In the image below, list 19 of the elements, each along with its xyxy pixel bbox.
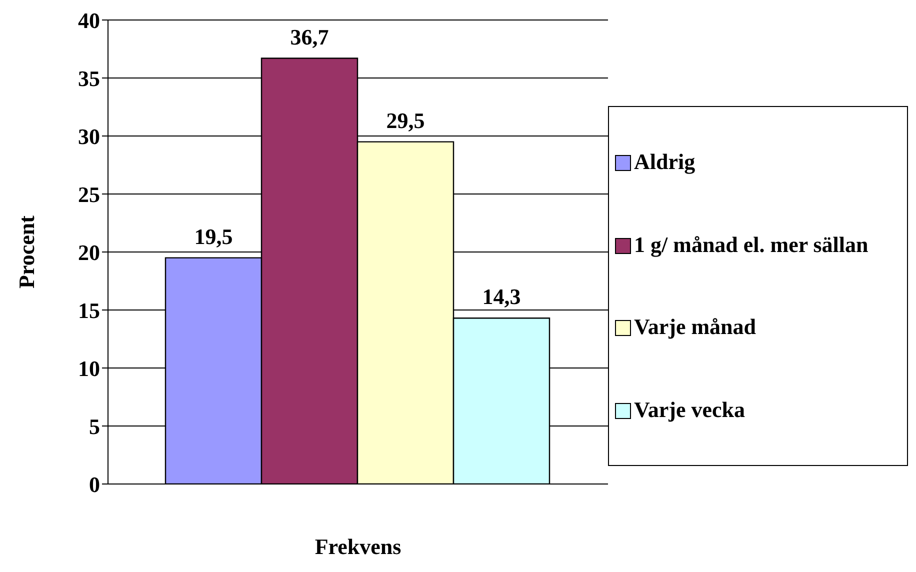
- data-label: 19,5: [194, 224, 233, 249]
- legend-label: 1 g/ månad el. mer sällan: [634, 232, 868, 258]
- y-axis-title: Procent: [14, 214, 39, 288]
- legend-label: Varje vecka: [634, 396, 745, 423]
- x-axis-title: Frekvens: [314, 534, 402, 559]
- data-label: 29,5: [386, 108, 425, 133]
- y-tick-label: 10: [78, 356, 100, 381]
- data-label: 36,7: [290, 24, 329, 50]
- y-tick-label: 15: [78, 298, 100, 323]
- y-tick-label: 20: [78, 240, 100, 265]
- data-label: 14,3: [482, 284, 521, 310]
- y-tick-label: 40: [78, 8, 100, 33]
- legend-label: Aldrig: [634, 149, 696, 176]
- y-tick-label: 30: [78, 124, 100, 149]
- y-tick-label: 5: [89, 414, 100, 439]
- y-tick-label: 0: [89, 472, 100, 497]
- y-tick-label: 35: [78, 66, 100, 91]
- y-tick-label: 25: [78, 182, 100, 207]
- legend-label: Varje månad: [634, 314, 756, 340]
